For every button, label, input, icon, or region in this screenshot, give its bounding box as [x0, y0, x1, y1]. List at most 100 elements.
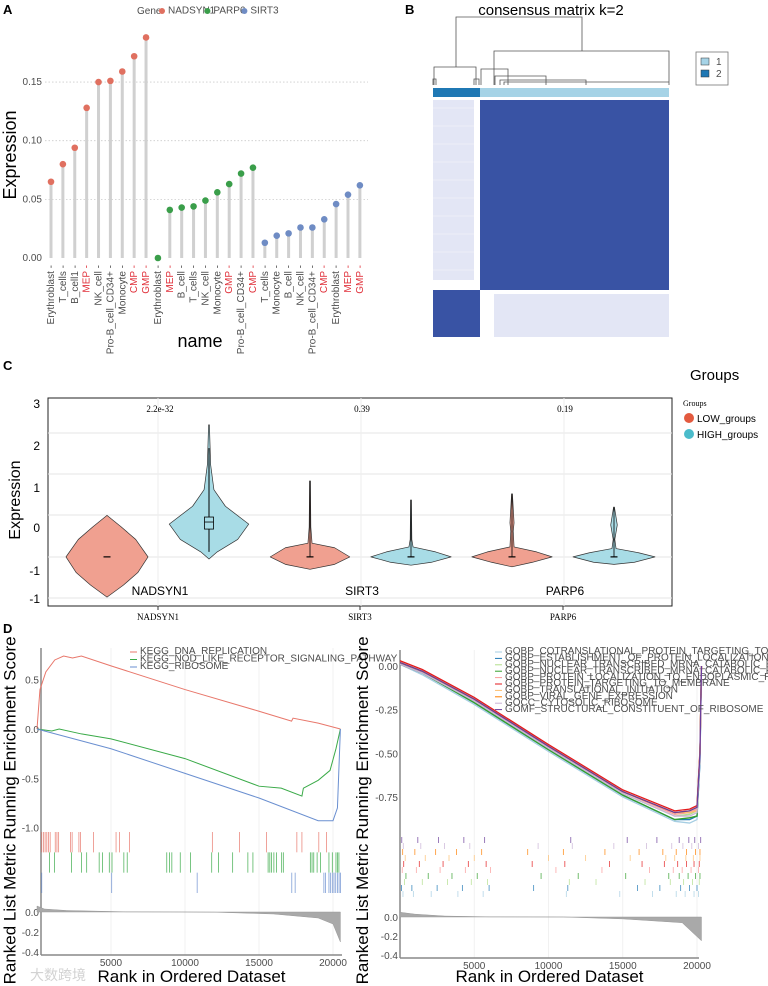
- heatmap-block-low: [433, 100, 474, 280]
- x-tick-label: SIRT3: [348, 612, 372, 622]
- cluster-bar-2: [433, 88, 480, 97]
- legend-label: GOBP_COTRANSLATIONAL_PROTEIN_TARGETING_T…: [505, 646, 768, 657]
- legend-dot: [684, 429, 694, 439]
- x-tick-label: 15000: [245, 958, 273, 969]
- x-tick-label: Pro-B_cell_CD34+ -: [307, 265, 318, 354]
- es-curve: [36, 728, 341, 822]
- y-tick-label: -0.5: [22, 774, 40, 785]
- x-tick-label: 5000: [100, 958, 123, 969]
- lollipop-point: [202, 197, 209, 204]
- x-tick-label: Erythroblast -: [331, 265, 342, 324]
- metric-tick-label: 0.0: [384, 913, 398, 924]
- x-tick-label: Erythroblast -: [153, 265, 164, 324]
- legend-label-1: 1: [716, 57, 722, 68]
- x-tick-label: Pro-B_cell_CD34+ -: [236, 265, 247, 354]
- es-curve: [36, 655, 341, 730]
- legend-label: KEGG_DNA_REPLICATION: [140, 646, 267, 657]
- legend-label: GOMF_STRUCTURAL_CONSTITUENT_OF_RIBOSOME: [505, 704, 764, 715]
- x-tick-label: Monocyte -: [117, 265, 128, 314]
- lollipop-point: [273, 232, 281, 240]
- legend-title: Groups: [683, 399, 707, 408]
- plot-frame: [47, 397, 673, 607]
- ranked-metric-area: [399, 911, 702, 942]
- x-tick-label: GMP -: [355, 265, 366, 294]
- x-tick-label: 20000: [683, 961, 711, 972]
- legend-label: GOBP_NUCLEAR_TRANSCRIBED_MRNA_CATABOLIC_…: [505, 665, 768, 676]
- lollipop-point: [107, 77, 114, 85]
- legend: LOW_groups HIGH_groups: [684, 413, 758, 441]
- gene-label: PARP6: [546, 584, 585, 598]
- y-axis-ticks: 3 2 1 0 -1 -1: [29, 397, 40, 606]
- lollipop-point: [285, 230, 292, 237]
- metric-tick-label: -0.2: [381, 932, 399, 943]
- es-curve: [36, 728, 341, 797]
- legend-dot: [204, 8, 211, 14]
- heatmap-block-high: [480, 100, 669, 290]
- x-tick-label: NADSYN1: [137, 612, 179, 622]
- y-tick-label: 2: [33, 439, 40, 453]
- legend-label: GOBP_NUCLEAR_TRANSCRIBED_MRNA_CATABOLIC_…: [505, 659, 768, 670]
- x-tick-label: CMP -: [319, 265, 330, 293]
- legend-label: GOBP_ESTABLISHMENT_OF_PROTEIN_LOCALIZATI…: [505, 653, 768, 664]
- x-tick-label: NK_cell -: [200, 265, 211, 306]
- lollipop-point: [59, 160, 67, 168]
- lollipop-point: [225, 180, 233, 188]
- lollipop-point: [95, 78, 102, 86]
- y-tick-label: -0.25: [375, 706, 398, 717]
- x-tick-label: Monocyte -: [272, 265, 283, 314]
- y-tick-label: -1: [29, 592, 40, 606]
- gene-label: SIRT3: [345, 584, 379, 598]
- lollipop-point: [154, 254, 162, 262]
- y-tick-label: -0.75: [375, 793, 398, 804]
- p-value-label: 0.39: [354, 404, 370, 414]
- legend-dot: [241, 8, 248, 14]
- x-tick-label: 10000: [171, 958, 199, 969]
- lollipop-point: [142, 34, 150, 41]
- lollipop-point: [130, 52, 138, 60]
- x-tick-label: PARP6: [550, 612, 577, 622]
- panel-label-d: D: [3, 621, 12, 636]
- lollipop-point: [214, 189, 221, 196]
- y-tick-label: 0: [33, 521, 40, 535]
- y-axis-title: Running Enrichment Score: [1, 636, 20, 839]
- y-tick-label: 0.00: [379, 662, 399, 673]
- panel-label-a: A: [3, 2, 13, 17]
- lollipop-point: [320, 215, 328, 223]
- x-tick-label: T_cells -: [58, 265, 69, 303]
- metric-tick-label: 0.0: [25, 908, 39, 919]
- lollipop-point: [118, 68, 126, 75]
- heatmap-block-low: [494, 294, 669, 337]
- legend-label: KEGG_RIBOSOME: [140, 661, 229, 672]
- legend-label: NADSYN1: [168, 6, 216, 17]
- x-tick-label: T_cells -: [189, 265, 200, 303]
- x-tick-label: 20000: [319, 958, 347, 969]
- legend-label: GOBP_TRANSLATIONAL_INITIATION: [505, 685, 678, 696]
- legend-dot: [684, 413, 694, 423]
- p-value-label: 2.2e-32: [146, 404, 173, 414]
- x-axis-title: Rank in Ordered Dataset: [455, 967, 643, 986]
- panel-d-gsea-go: 0.00 -0.25 -0.50 -0.75 0.0 -0.2 -0.4 5000 10000 1…: [353, 636, 768, 986]
- gridlines: [48, 398, 672, 606]
- x-tick-label: GMP -: [141, 265, 152, 294]
- x-axis-title: name: [177, 331, 222, 351]
- legend-label-2: 2: [716, 69, 722, 80]
- y-axis-title: Expression: [7, 460, 24, 539]
- lollipop-point: [178, 204, 185, 211]
- violins: 2.2e-32 NADSYN1 NADSYN1 0.39 SIRT3 SIRT3 0.19 P…: [65, 404, 656, 622]
- es-curve: [399, 661, 703, 814]
- legend-label: LOW_groups: [697, 414, 756, 425]
- y-tick-label: 0.10: [23, 136, 43, 147]
- x-tick-label: B_cell -: [177, 265, 188, 298]
- legend-label: GOBP_VIRAL_GENE_EXPRESSION: [505, 691, 673, 702]
- lollipop-point: [71, 144, 79, 152]
- x-axis-title: Rank in Ordered Dataset: [97, 967, 285, 986]
- y-tick-label: -1.0: [22, 824, 40, 835]
- x-tick-label: 5000: [463, 961, 486, 972]
- panel-label-b: B: [405, 2, 414, 17]
- lollipop-point: [309, 224, 316, 231]
- heatmap-block-high: [433, 290, 480, 337]
- metric-tick-label: -0.2: [22, 928, 40, 939]
- cluster-color-bar: [433, 88, 669, 97]
